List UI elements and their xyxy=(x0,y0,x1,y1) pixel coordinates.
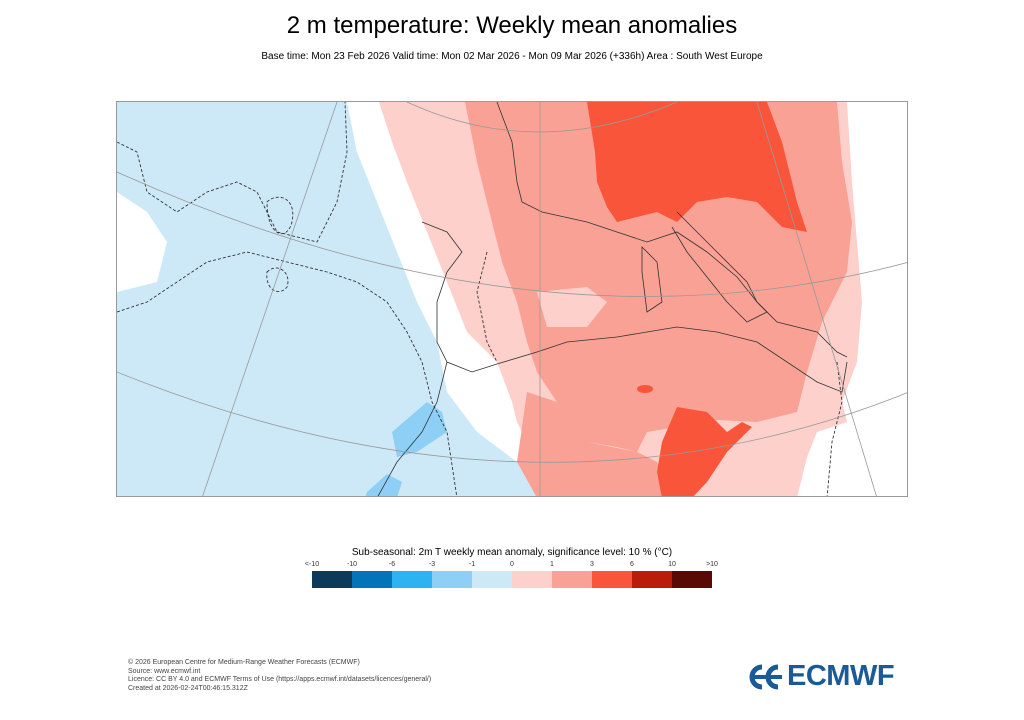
legend-color-swatch xyxy=(512,571,552,588)
legend-color-swatch xyxy=(312,571,352,588)
negative-anomaly-patch xyxy=(365,402,447,496)
ecmwf-logo: ECMWF xyxy=(748,660,895,693)
legend-color-swatch xyxy=(392,571,432,588)
legend-tick-label: -10 xyxy=(346,561,358,568)
ecmwf-logo-icon xyxy=(749,664,782,689)
graticule xyxy=(117,102,907,496)
footer-created: Created at 2026-02-24T00:46:15.312Z xyxy=(128,684,248,692)
significance-contours xyxy=(117,102,843,496)
positive-anomaly-6-10-central-europe xyxy=(587,102,807,232)
legend-color-swatch xyxy=(352,571,392,588)
legend-tick-label: <-10 xyxy=(304,561,320,568)
legend-ticks: <-10 -10 -6 -3 -1 0 1 3 6 10 >10 xyxy=(305,561,718,571)
legend-tick-label: >10 xyxy=(706,561,718,568)
legend-tick-label: 0 xyxy=(510,561,514,568)
legend-tick-label: 3 xyxy=(590,561,594,568)
legend-color-swatch xyxy=(432,571,472,588)
legend-color-swatch xyxy=(592,571,632,588)
map-canvas xyxy=(117,102,907,496)
positive-anomaly-6-10-patch xyxy=(637,385,653,393)
legend-tick-label: 10 xyxy=(668,561,676,568)
footer-source: Source: www.ecmwf.int xyxy=(128,667,201,675)
pale-patch-spain xyxy=(447,242,607,327)
legend-colorbar xyxy=(312,571,712,588)
coastlines xyxy=(377,102,848,496)
anomaly-map xyxy=(116,101,908,497)
chart-subtitle: Base time: Mon 23 Feb 2026 Valid time: M… xyxy=(261,51,763,62)
legend-tick-label: 1 xyxy=(550,561,554,568)
footer-copyright: © 2026 European Centre for Medium-Range … xyxy=(128,659,360,666)
ecmwf-logo-text: ECMWF xyxy=(787,660,895,692)
legend-color-swatch xyxy=(472,571,512,588)
legend-tick-label: 6 xyxy=(630,561,634,568)
legend-color-swatch xyxy=(672,571,712,588)
legend-color-swatch xyxy=(632,571,672,588)
legend-tick-label: -1 xyxy=(468,561,476,568)
footer: © 2026 European Centre for Medium-Range … xyxy=(128,659,431,693)
positive-anomaly-6-10-africa xyxy=(657,407,752,496)
chart-title: 2 m temperature: Weekly mean anomalies xyxy=(286,12,738,39)
footer-licence: Licence: CC BY 4.0 and ECMWF Terms of Us… xyxy=(128,676,432,683)
legend-color-swatch xyxy=(552,571,592,588)
neutral-area-west xyxy=(117,192,167,292)
legend-tick-label: -3 xyxy=(428,561,436,568)
legend-title: Sub-seasonal: 2m T weekly mean anomaly, … xyxy=(351,547,673,558)
legend-tick-label: -6 xyxy=(388,561,396,568)
